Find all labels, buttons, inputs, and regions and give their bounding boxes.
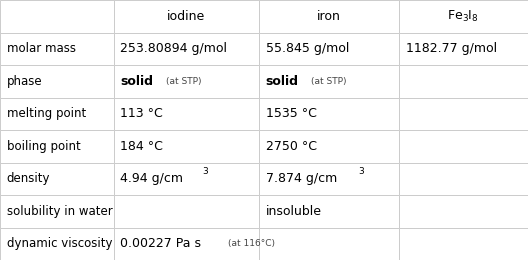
Bar	[0, 162, 114, 195]
Bar	[259, 228, 399, 260]
Bar	[0, 195, 114, 228]
Bar	[399, 98, 528, 130]
Text: 1182.77 g/mol: 1182.77 g/mol	[406, 42, 497, 55]
Bar	[259, 130, 399, 162]
Text: boiling point: boiling point	[7, 140, 81, 153]
Text: molar mass: molar mass	[7, 42, 76, 55]
Text: melting point: melting point	[7, 107, 86, 120]
Bar	[0, 0, 114, 32]
Bar	[259, 195, 399, 228]
Text: solubility in water: solubility in water	[7, 205, 112, 218]
Text: insoluble: insoluble	[266, 205, 322, 218]
Text: phase: phase	[7, 75, 42, 88]
Bar	[114, 228, 259, 260]
Text: (at 116°C): (at 116°C)	[228, 239, 275, 248]
Bar	[0, 228, 114, 260]
Text: 3: 3	[358, 167, 364, 176]
Text: (at STP): (at STP)	[311, 77, 346, 86]
Text: $\mathregular{Fe_3I_8}$: $\mathregular{Fe_3I_8}$	[447, 9, 479, 24]
Text: 253.80894 g/mol: 253.80894 g/mol	[120, 42, 228, 55]
Bar	[399, 228, 528, 260]
Bar	[114, 130, 259, 162]
Text: 2750 °C: 2750 °C	[266, 140, 317, 153]
Text: solid: solid	[266, 75, 299, 88]
Bar	[114, 0, 259, 32]
Bar	[114, 195, 259, 228]
Bar	[399, 0, 528, 32]
Bar	[399, 195, 528, 228]
Text: iron: iron	[317, 10, 341, 23]
Bar	[0, 130, 114, 162]
Bar	[399, 32, 528, 65]
Text: 4.94 g/cm: 4.94 g/cm	[120, 172, 183, 185]
Bar	[259, 65, 399, 98]
Text: density: density	[7, 172, 50, 185]
Bar	[399, 130, 528, 162]
Bar	[259, 0, 399, 32]
Bar	[259, 162, 399, 195]
Bar	[399, 65, 528, 98]
Bar	[0, 32, 114, 65]
Bar	[0, 65, 114, 98]
Bar	[0, 98, 114, 130]
Text: 1535 °C: 1535 °C	[266, 107, 316, 120]
Text: dynamic viscosity: dynamic viscosity	[7, 237, 112, 250]
Text: solid: solid	[120, 75, 154, 88]
Bar	[114, 162, 259, 195]
Bar	[399, 162, 528, 195]
Bar	[114, 98, 259, 130]
Text: 0.00227 Pa s: 0.00227 Pa s	[120, 237, 201, 250]
Text: 3: 3	[202, 167, 208, 176]
Bar	[259, 98, 399, 130]
Text: 7.874 g/cm: 7.874 g/cm	[266, 172, 337, 185]
Text: iodine: iodine	[167, 10, 205, 23]
Text: 55.845 g/mol: 55.845 g/mol	[266, 42, 349, 55]
Text: (at STP): (at STP)	[166, 77, 201, 86]
Text: 113 °C: 113 °C	[120, 107, 163, 120]
Bar	[114, 65, 259, 98]
Bar	[114, 32, 259, 65]
Bar	[259, 32, 399, 65]
Text: 184 °C: 184 °C	[120, 140, 163, 153]
